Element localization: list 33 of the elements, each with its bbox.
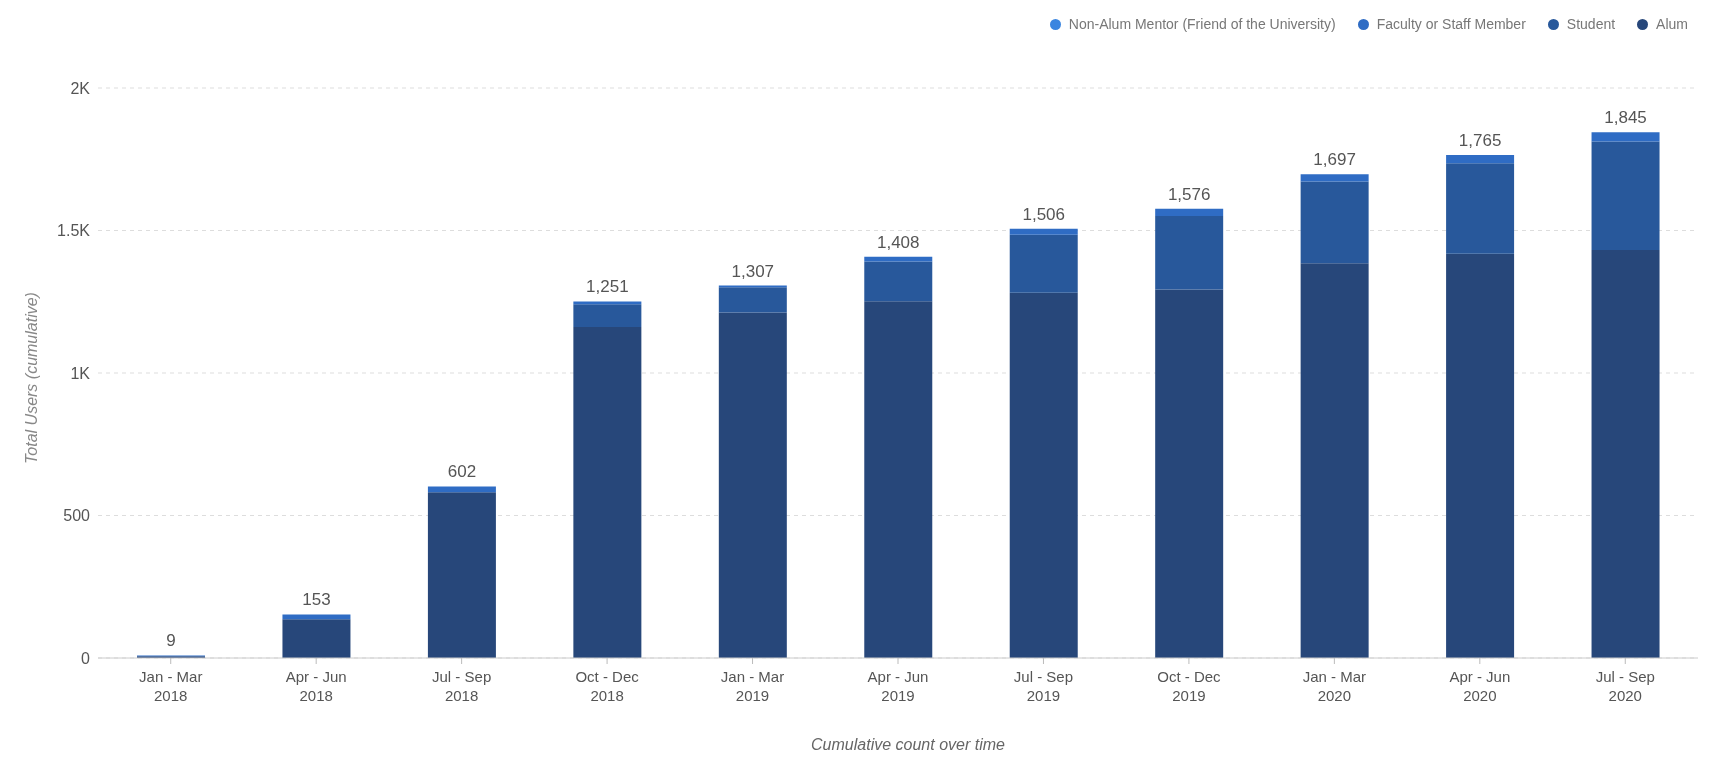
- total-label: 1,506: [1022, 204, 1065, 224]
- total-label: 1,765: [1458, 130, 1502, 150]
- total-label: 1,251: [586, 277, 629, 297]
- legend-label: Alum: [1656, 16, 1688, 32]
- x-tick-label: Oct - Dec 2018: [575, 668, 640, 704]
- total-label: 1,576: [1167, 184, 1211, 204]
- y-tick-label: 2K: [70, 79, 91, 97]
- x-tick-label: Jan - Mar 2018: [139, 668, 203, 704]
- total-label: 1,408: [877, 232, 920, 252]
- legend-label: Non-Alum Mentor (Friend of the University): [1068, 16, 1336, 32]
- x-tick-label: Jul - Sep 2020: [1595, 668, 1655, 704]
- total-label: 1,845: [1604, 108, 1647, 128]
- y-tick-label: 0: [81, 649, 91, 667]
- y-tick-label: 1.5K: [57, 222, 91, 240]
- y-tick-label: 1K: [70, 364, 91, 382]
- x-tick-label: Oct - Dec 2019: [1157, 668, 1222, 704]
- x-axis-title: Cumulative count over time: [810, 736, 1006, 754]
- x-tick-label: Jan - Mar 2019: [720, 668, 785, 704]
- total-label: 1,307: [731, 261, 775, 281]
- x-tick-label: Apr - Jun 2020: [1449, 668, 1511, 704]
- x-tick-label: Apr - Jun 2018: [285, 668, 347, 704]
- y-axis-title: Total Users (cumulative): [23, 292, 41, 464]
- total-label: 602: [447, 462, 477, 482]
- x-tick-label: Jul - Sep 2018: [432, 668, 492, 704]
- y-tick-label: 500: [63, 507, 91, 525]
- x-tick-label: Jan - Mar 2020: [1302, 668, 1367, 704]
- total-label: 9: [166, 631, 176, 651]
- total-label: 153: [302, 590, 331, 610]
- legend-label: Student: [1566, 16, 1616, 32]
- total-label: 1,697: [1313, 150, 1356, 170]
- x-tick-label: Jul - Sep 2019: [1013, 668, 1074, 704]
- legend-label: Faculty or Staff Member: [1376, 16, 1526, 32]
- x-tick-label: Apr - Jun 2019: [867, 668, 929, 704]
